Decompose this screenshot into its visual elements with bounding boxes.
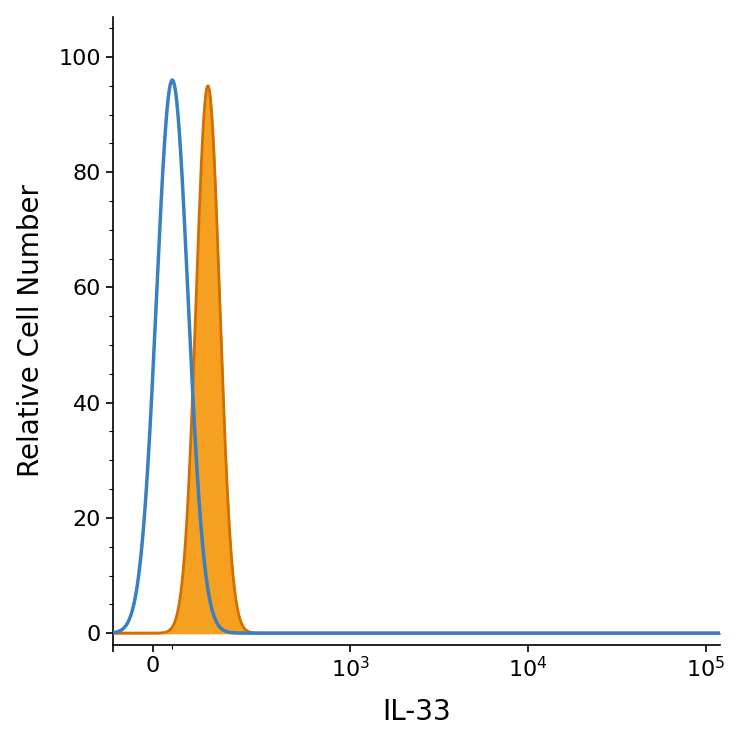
X-axis label: IL-33: IL-33 — [382, 698, 451, 727]
Y-axis label: Relative Cell Number: Relative Cell Number — [16, 184, 45, 477]
